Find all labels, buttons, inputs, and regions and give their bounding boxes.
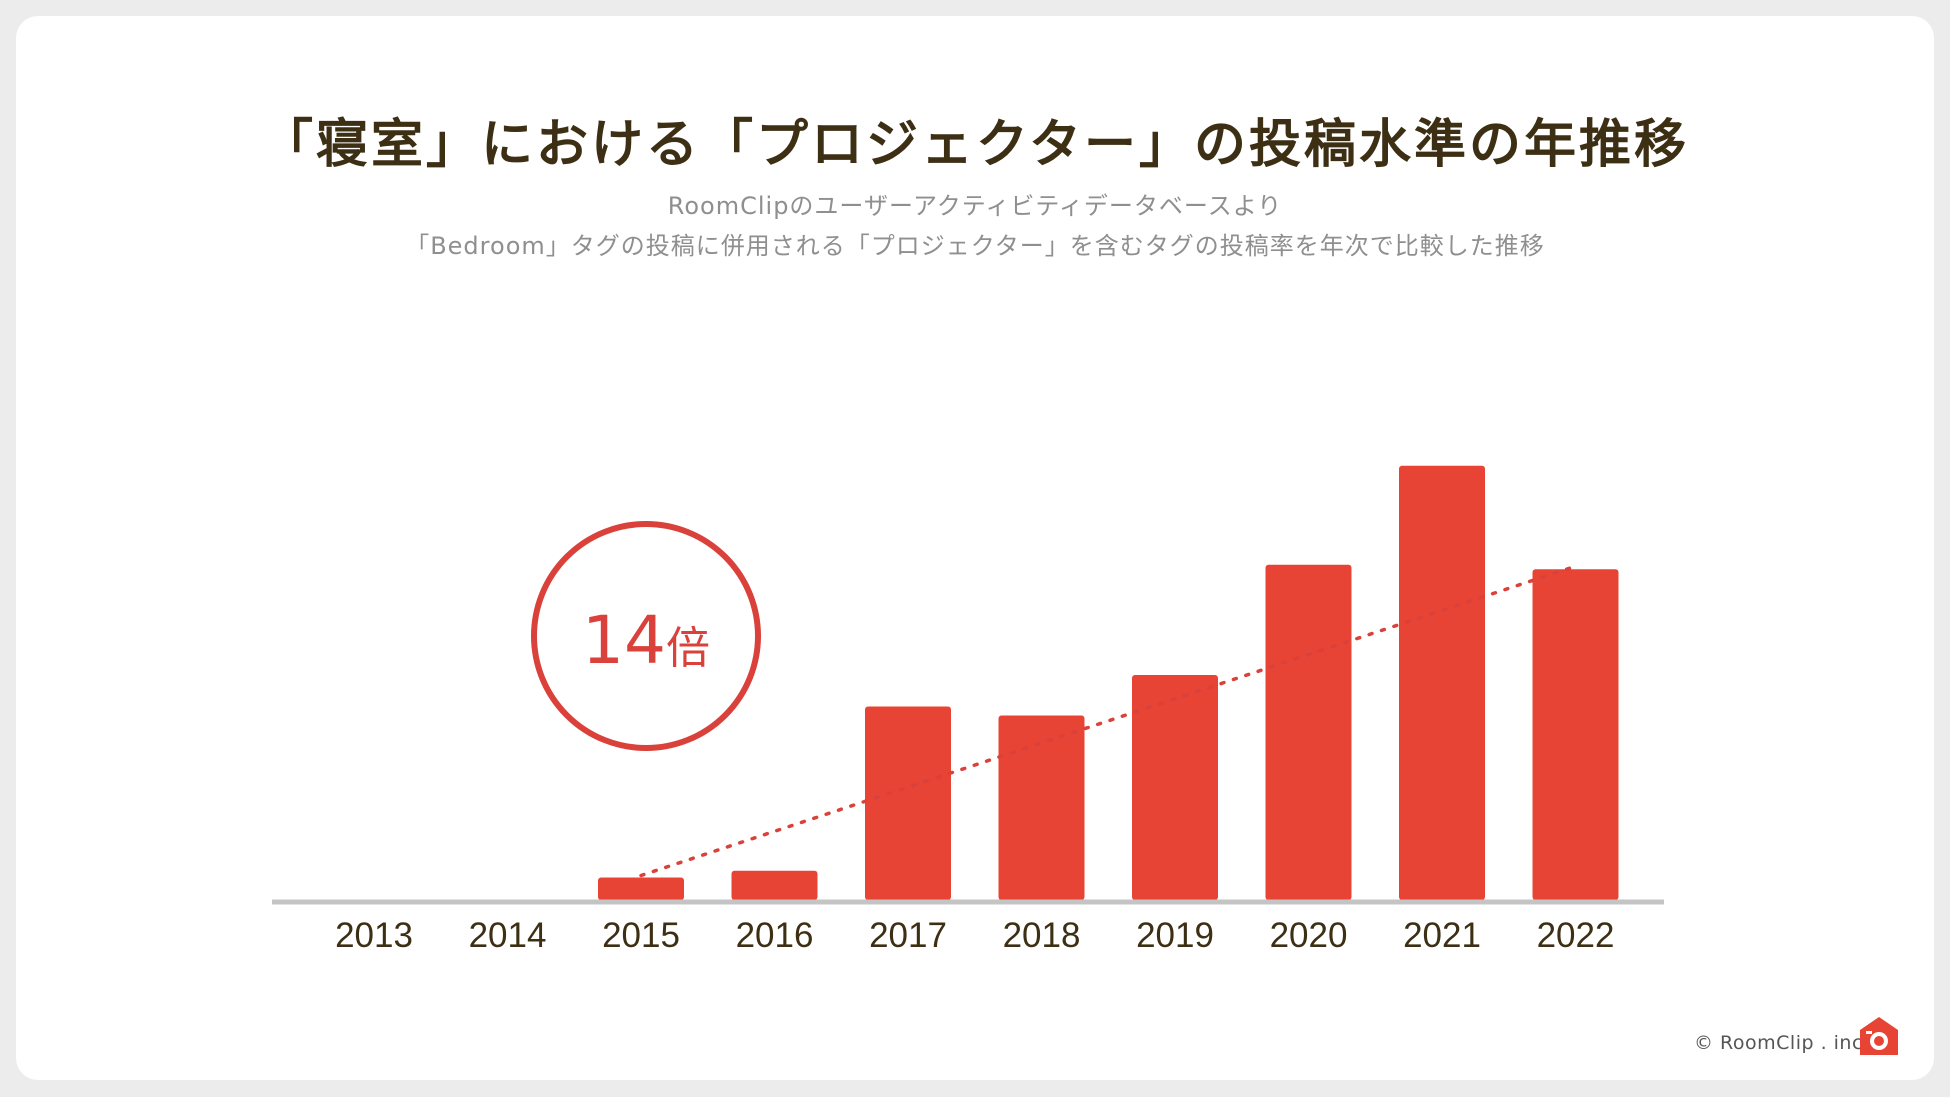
trend-line xyxy=(639,564,1578,878)
chart-title: 「寝室」における「プロジェクター」の投稿水準の年推移 xyxy=(261,115,1689,175)
camera-house-icon xyxy=(1860,1017,1898,1055)
x-tick-label-2015: 2015 xyxy=(602,916,680,955)
badge-unit: 倍 xyxy=(666,623,710,674)
bar-2020 xyxy=(1265,564,1352,900)
bar-2017 xyxy=(865,706,951,900)
multiplier-badge: 14倍 xyxy=(531,521,761,751)
bar-2019 xyxy=(1132,675,1218,900)
x-tick-label-2016: 2016 xyxy=(736,916,814,955)
x-tick-label-2014: 2014 xyxy=(469,916,547,955)
chart-subtitle-description: 「Bedroom」タグの投稿に併用される「プロジェクター」を含むタグの投稿率を年… xyxy=(405,232,1545,260)
badge-label: 14倍 xyxy=(582,602,710,679)
bar-2021 xyxy=(1399,465,1485,900)
x-tick-label-2018: 2018 xyxy=(1003,916,1081,955)
chart-subtitle-source: RoomClipのユーザーアクティビティデータベースより xyxy=(667,192,1283,220)
bar-group xyxy=(598,465,1619,900)
copyright-text: © RoomClip . inc xyxy=(1694,1032,1863,1054)
x-tick-label-2019: 2019 xyxy=(1136,916,1214,955)
bar-2018 xyxy=(998,715,1085,900)
x-tick-label-2013: 2013 xyxy=(335,916,413,955)
bar-2015 xyxy=(598,877,684,900)
x-tick-label-2020: 2020 xyxy=(1270,916,1348,955)
x-tick-label-2021: 2021 xyxy=(1403,916,1481,955)
bar-2016 xyxy=(731,870,818,900)
badge-circle xyxy=(531,521,761,751)
bar-2022 xyxy=(1532,569,1619,900)
x-tick-labels: 2013 2014 2015 2016 2017 2018 2019 2020 2021 2022 xyxy=(335,916,1614,955)
badge-number: 14 xyxy=(582,602,666,679)
x-tick-label-2017: 2017 xyxy=(869,916,947,955)
x-tick-label-2022: 2022 xyxy=(1537,916,1615,955)
